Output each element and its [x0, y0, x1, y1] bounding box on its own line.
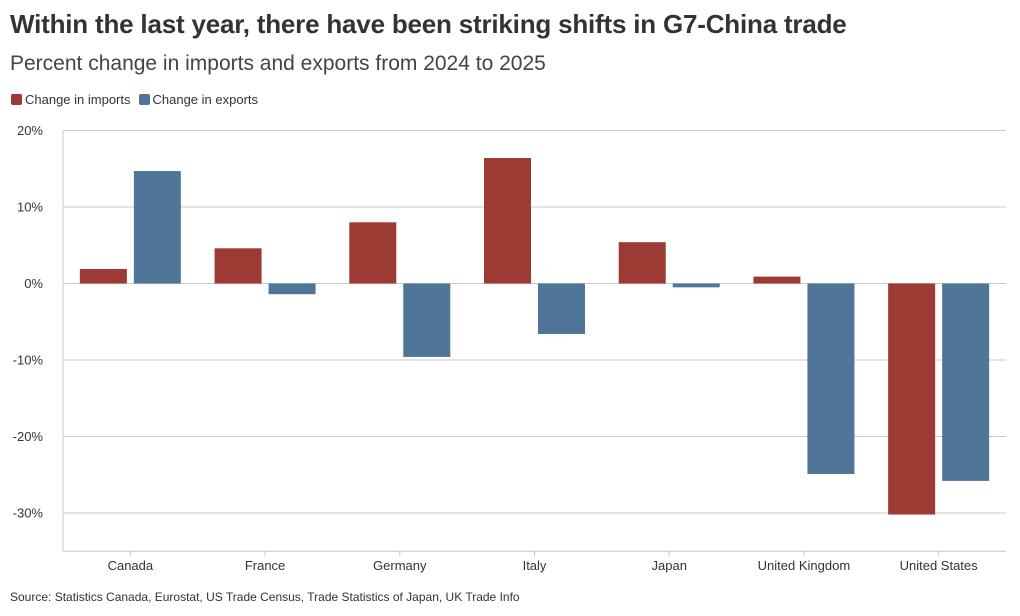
bar-imports-germany	[349, 222, 397, 284]
chart-subtitle: Percent change in imports and exports fr…	[10, 52, 546, 75]
legend-swatch-exports	[138, 94, 150, 105]
y-tick-label: 20%	[17, 123, 43, 138]
x-category-label: United States	[900, 558, 979, 573]
bar-imports-united-states	[888, 283, 936, 515]
x-category-label: United Kingdom	[758, 558, 851, 573]
x-category-label: Japan	[652, 558, 687, 573]
y-tick-label: -20%	[13, 429, 44, 444]
bar-imports-france	[214, 248, 262, 284]
x-category-label: Italy	[523, 558, 547, 573]
x-category-label: Canada	[108, 558, 154, 573]
bar-exports-france	[268, 283, 316, 295]
bar-imports-italy	[484, 158, 531, 284]
legend-label-exports: Change in exports	[152, 92, 259, 107]
bar-imports-united-kingdom	[753, 276, 801, 284]
bar-exports-japan	[672, 283, 720, 288]
bar-exports-united-states	[942, 283, 990, 481]
legend-swatch-imports	[11, 94, 22, 105]
y-tick-label: 0%	[24, 276, 43, 291]
y-tick-label: 10%	[17, 200, 43, 215]
legend-item-exports: Change in exports	[138, 92, 259, 107]
y-tick-label: -30%	[13, 506, 44, 521]
legend: Change in imports Change in exports	[11, 92, 266, 107]
bar-exports-canada	[133, 171, 181, 284]
bar-imports-japan	[618, 242, 666, 284]
bar-imports-canada	[79, 268, 127, 284]
source-note: Source: Statistics Canada, Eurostat, US …	[10, 590, 520, 604]
bar-exports-germany	[403, 283, 451, 357]
x-category-label: France	[245, 558, 285, 573]
chart-title: Within the last year, there have been st…	[10, 9, 847, 39]
y-tick-label: -10%	[13, 353, 44, 368]
x-category-label: Germany	[373, 558, 427, 573]
bar-exports-united-kingdom	[807, 283, 855, 474]
legend-label-imports: Change in imports	[25, 92, 131, 107]
bar-exports-italy	[538, 283, 585, 334]
legend-item-imports: Change in imports	[11, 92, 131, 107]
